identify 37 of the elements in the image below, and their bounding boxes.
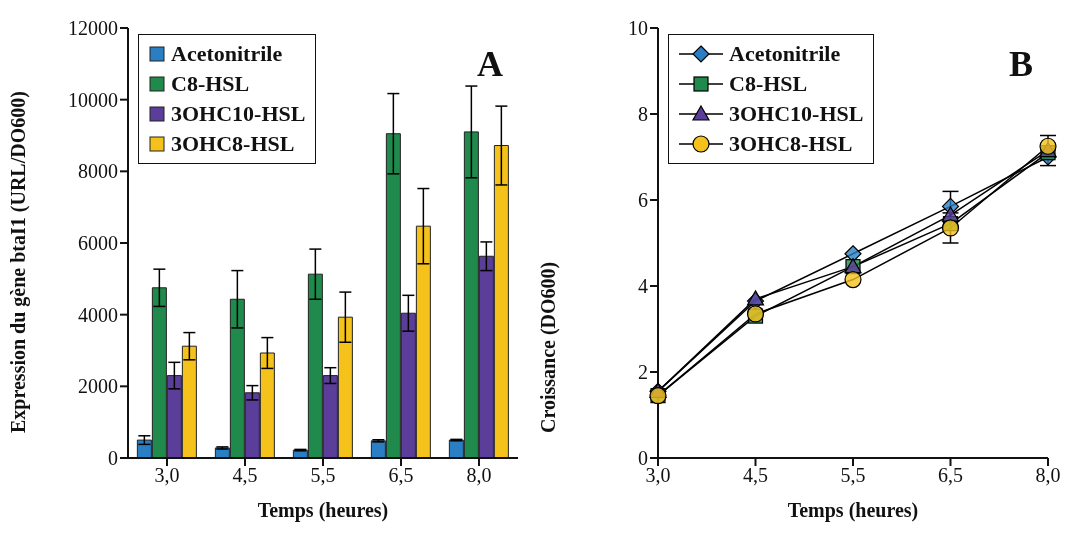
x-axis-title: Temps (heures) — [787, 499, 919, 523]
x-tick-label: 6,5 — [938, 464, 963, 487]
chart-title: B — [1008, 43, 1033, 85]
y-tick-label: 10 — [628, 17, 648, 40]
legend-label: 3OHC10-HSL — [729, 100, 864, 128]
legend-label: Acetonitrile — [171, 40, 283, 68]
x-tick-label: 8,0 — [1035, 464, 1061, 487]
x-tick-label: 8,0 — [466, 464, 492, 487]
y-tick-label: 10000 — [68, 88, 118, 111]
legend-label: C8-HSL — [171, 70, 250, 98]
y-axis-title: Croissance (DO600) — [537, 261, 561, 433]
y-tick-label: 8 — [638, 103, 648, 126]
x-tick-label: 5,5 — [310, 464, 336, 487]
y-tick-label: 8000 — [78, 160, 118, 183]
y-tick-label: 2 — [638, 361, 648, 384]
legend-label: 3OHC10-HSL — [171, 100, 306, 128]
y-tick-label: 0 — [108, 447, 118, 470]
y-tick-label: 2000 — [78, 375, 118, 398]
y-axis-title: Expression du gène btaI1 (URL/DO600) — [7, 91, 31, 433]
y-tick-label: 4000 — [78, 303, 118, 326]
y-tick-label: 12000 — [68, 17, 118, 40]
x-tick-label: 4,5 — [232, 464, 258, 487]
y-tick-label: 0 — [638, 447, 648, 470]
y-tick-label: 4 — [638, 275, 648, 298]
x-tick-label: 3,0 — [154, 464, 180, 487]
legend-label: C8-HSL — [729, 70, 808, 98]
x-tick-label: 4,5 — [743, 464, 768, 487]
x-tick-label: 5,5 — [840, 464, 866, 487]
legend-label: Acetonitrile — [729, 40, 841, 68]
x-tick-label: 3,0 — [645, 464, 671, 487]
x-axis-title: Temps (heures) — [257, 499, 389, 523]
x-tick-label: 6,5 — [388, 464, 414, 487]
legend-label: 3OHC8-HSL — [729, 130, 853, 158]
y-tick-label: 6000 — [78, 232, 118, 255]
legend-label: 3OHC8-HSL — [171, 130, 295, 158]
chart-title: A — [477, 43, 503, 85]
y-tick-label: 6 — [638, 189, 648, 212]
